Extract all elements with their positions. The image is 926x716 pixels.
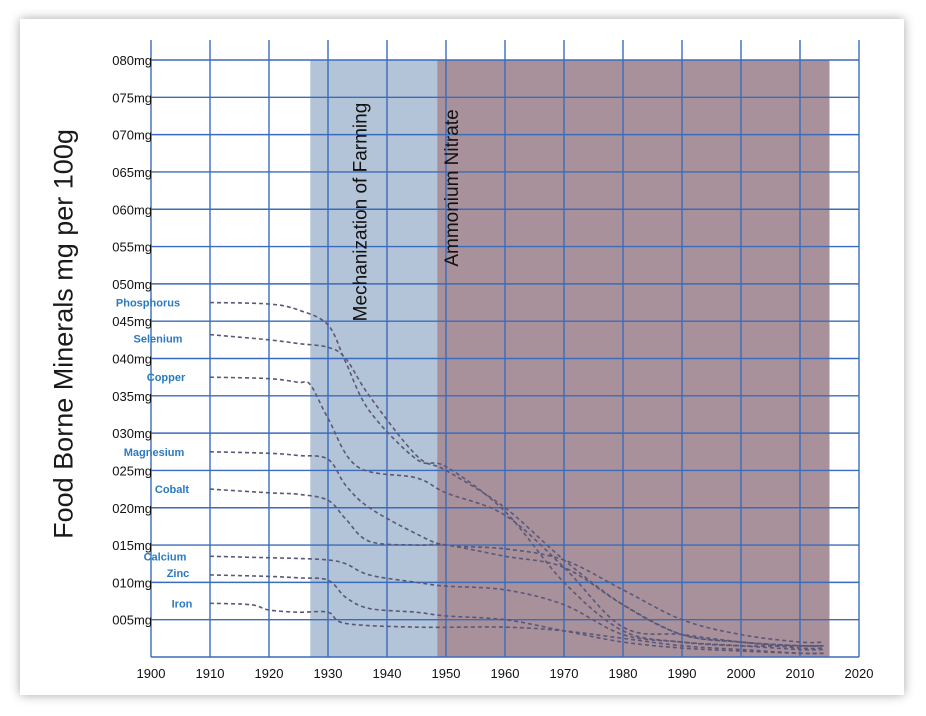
era-label-0: Mechanization of Farming bbox=[350, 103, 371, 322]
y-tick-label: 015mg bbox=[112, 538, 152, 553]
x-tick-label: 1960 bbox=[491, 666, 520, 681]
mineral-label-magnesium: Magnesium bbox=[124, 447, 185, 459]
y-tick-label: 010mg bbox=[112, 575, 152, 590]
y-tick-label: 060mg bbox=[112, 202, 152, 217]
y-tick-label: 035mg bbox=[112, 389, 152, 404]
x-tick-label: 2010 bbox=[786, 666, 815, 681]
y-tick-label: 005mg bbox=[112, 613, 152, 628]
y-tick-label: 020mg bbox=[112, 501, 152, 516]
mineral-label-cobalt: Cobalt bbox=[155, 484, 190, 496]
mineral-label-zinc: Zinc bbox=[167, 568, 190, 580]
y-tick-label: 075mg bbox=[112, 90, 152, 105]
x-tick-label: 1990 bbox=[668, 666, 697, 681]
mineral-label-phosphorus: Phosphorus bbox=[116, 298, 180, 310]
x-tick-label: 1920 bbox=[255, 666, 284, 681]
x-tick-label: 1930 bbox=[314, 666, 343, 681]
x-tick-label: 2000 bbox=[727, 666, 756, 681]
mineral-label-iron: Iron bbox=[172, 598, 193, 610]
mineral-label-copper: Copper bbox=[147, 372, 186, 384]
y-tick-label: 070mg bbox=[112, 128, 152, 143]
y-tick-label: 030mg bbox=[112, 426, 152, 441]
series-line-calcium bbox=[209, 555, 824, 651]
mineral-label-calcium: Calcium bbox=[144, 551, 187, 563]
series-line-iron bbox=[209, 602, 824, 655]
era-label-1: Ammonium Nitrate bbox=[442, 109, 463, 266]
x-tick-label: 1910 bbox=[196, 666, 225, 681]
series-line-zinc bbox=[209, 574, 824, 655]
series-line-cobalt bbox=[209, 488, 824, 647]
x-tick-label: 1900 bbox=[137, 666, 166, 681]
x-tick-label: 1940 bbox=[373, 666, 402, 681]
y-tick-label: 025mg bbox=[112, 463, 152, 478]
x-tick-label: 2020 bbox=[845, 666, 874, 681]
x-tick-label: 1980 bbox=[609, 666, 638, 681]
series-line-copper bbox=[209, 376, 824, 650]
mineral-label-selenium: Selenium bbox=[134, 334, 183, 346]
y-tick-label: 055mg bbox=[112, 240, 152, 255]
y-tick-label: 050mg bbox=[112, 277, 152, 292]
y-tick-label: 045mg bbox=[112, 314, 152, 329]
x-tick-label: 1970 bbox=[550, 666, 579, 681]
y-tick-label: 065mg bbox=[112, 165, 152, 180]
x-tick-label: 1950 bbox=[432, 666, 461, 681]
y-tick-label: 040mg bbox=[112, 352, 152, 367]
y-tick-label: 080mg bbox=[112, 53, 152, 68]
